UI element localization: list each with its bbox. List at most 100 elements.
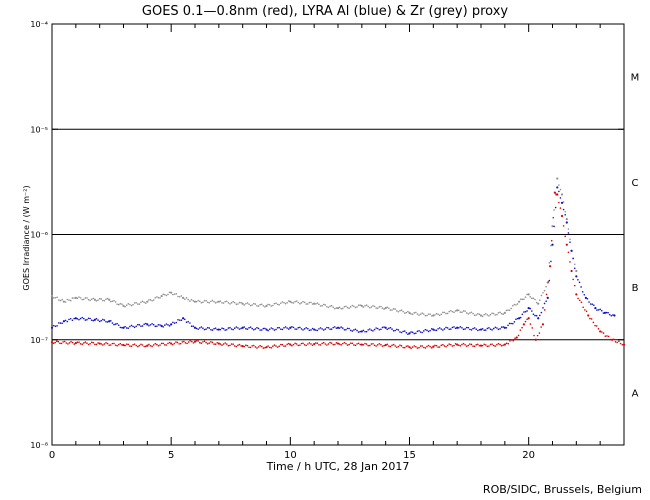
data-point (434, 314, 436, 316)
data-point (421, 312, 424, 314)
x-axis-label: Time / h UTC, 28 Jan 2017 (266, 460, 410, 473)
data-point (399, 309, 401, 312)
data-point (302, 342, 304, 345)
data-point (596, 309, 598, 311)
data-point (442, 311, 444, 314)
data-point (185, 297, 188, 299)
data-point (76, 318, 79, 320)
data-point (280, 302, 282, 304)
data-point (95, 300, 98, 302)
data-point (508, 322, 511, 325)
data-point (526, 318, 528, 321)
data-point (86, 297, 88, 299)
data-point (200, 342, 203, 345)
data-point (489, 343, 492, 346)
data-point (494, 314, 497, 316)
data-point (213, 300, 215, 303)
data-point (479, 328, 483, 331)
data-point (108, 298, 111, 301)
data-point (275, 302, 277, 304)
data-point (558, 201, 560, 204)
data-point (170, 342, 173, 345)
data-point (450, 309, 452, 312)
series-goes-0-1-0-8nm (50, 191, 626, 350)
data-point (572, 278, 574, 281)
data-point (389, 345, 392, 348)
data-point (332, 306, 335, 309)
data-point (294, 328, 296, 330)
data-point (300, 302, 303, 304)
data-point (497, 328, 500, 331)
data-point (357, 342, 360, 345)
data-point (272, 327, 274, 330)
data-point (284, 302, 287, 305)
data-point (586, 297, 589, 300)
data-point (316, 302, 319, 304)
data-point (262, 327, 265, 330)
data-point (197, 299, 199, 302)
data-point (616, 341, 618, 344)
data-point (562, 208, 565, 211)
data-point (243, 326, 246, 328)
data-point (205, 328, 207, 330)
data-point (562, 201, 565, 203)
data-point (394, 345, 397, 347)
data-point (505, 309, 508, 312)
flare-class-label: B (632, 283, 639, 294)
data-point (272, 304, 274, 307)
data-point (479, 314, 483, 317)
data-point (477, 313, 479, 315)
data-point (397, 329, 400, 331)
data-point (435, 312, 438, 315)
data-point (324, 328, 327, 330)
data-point (612, 314, 614, 316)
data-point (291, 325, 293, 328)
flare-class-label: M (631, 73, 640, 84)
data-point (57, 340, 60, 343)
data-point (549, 265, 552, 268)
data-point (578, 281, 581, 284)
data-point (144, 302, 147, 304)
data-point (216, 341, 219, 344)
data-point (432, 345, 435, 348)
data-point (213, 343, 215, 345)
data-point (394, 308, 397, 310)
data-point (95, 317, 98, 320)
data-point (453, 311, 455, 314)
data-point (345, 342, 347, 345)
data-point (203, 299, 206, 302)
data-point (113, 342, 115, 345)
y-axis-ticks: 10⁻⁸ 10⁻⁷ 10⁻⁶ 10⁻⁵ 10⁻⁴ (30, 20, 624, 450)
data-point (457, 309, 460, 312)
data-point (175, 321, 178, 324)
data-point (550, 244, 552, 247)
data-point (135, 301, 138, 304)
data-point (548, 279, 551, 282)
data-point (577, 278, 579, 281)
data-point (146, 300, 149, 303)
data-point (221, 344, 223, 346)
data-point (195, 327, 198, 330)
data-point (176, 341, 179, 344)
data-point (483, 313, 485, 316)
data-point (453, 326, 455, 328)
data-point (181, 341, 184, 343)
data-point (313, 328, 316, 331)
data-point (570, 249, 573, 252)
data-point (381, 345, 384, 347)
data-point (605, 311, 608, 314)
data-point (405, 331, 408, 334)
data-point (124, 344, 126, 347)
data-point (416, 347, 419, 349)
data-point (475, 328, 478, 331)
data-point (454, 327, 457, 330)
data-point (608, 313, 611, 316)
data-point (283, 327, 285, 329)
data-point (50, 294, 54, 298)
data-point (146, 323, 149, 326)
data-point (375, 327, 377, 329)
data-point (129, 303, 131, 306)
data-point (348, 327, 350, 330)
data-point (372, 342, 374, 345)
data-point (59, 322, 62, 324)
